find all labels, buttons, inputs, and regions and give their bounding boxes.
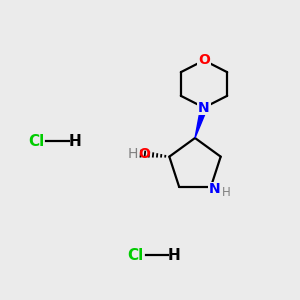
Text: H: H bbox=[222, 186, 231, 199]
Text: O: O bbox=[138, 147, 150, 161]
Polygon shape bbox=[195, 107, 207, 138]
Text: H: H bbox=[127, 147, 138, 161]
Text: Cl: Cl bbox=[28, 134, 44, 148]
Text: Cl: Cl bbox=[127, 248, 143, 262]
Text: O: O bbox=[198, 53, 210, 68]
Text: N: N bbox=[198, 100, 210, 115]
Text: N: N bbox=[209, 182, 220, 196]
Text: N: N bbox=[198, 100, 210, 115]
Text: H: H bbox=[69, 134, 81, 148]
Text: H: H bbox=[168, 248, 180, 262]
